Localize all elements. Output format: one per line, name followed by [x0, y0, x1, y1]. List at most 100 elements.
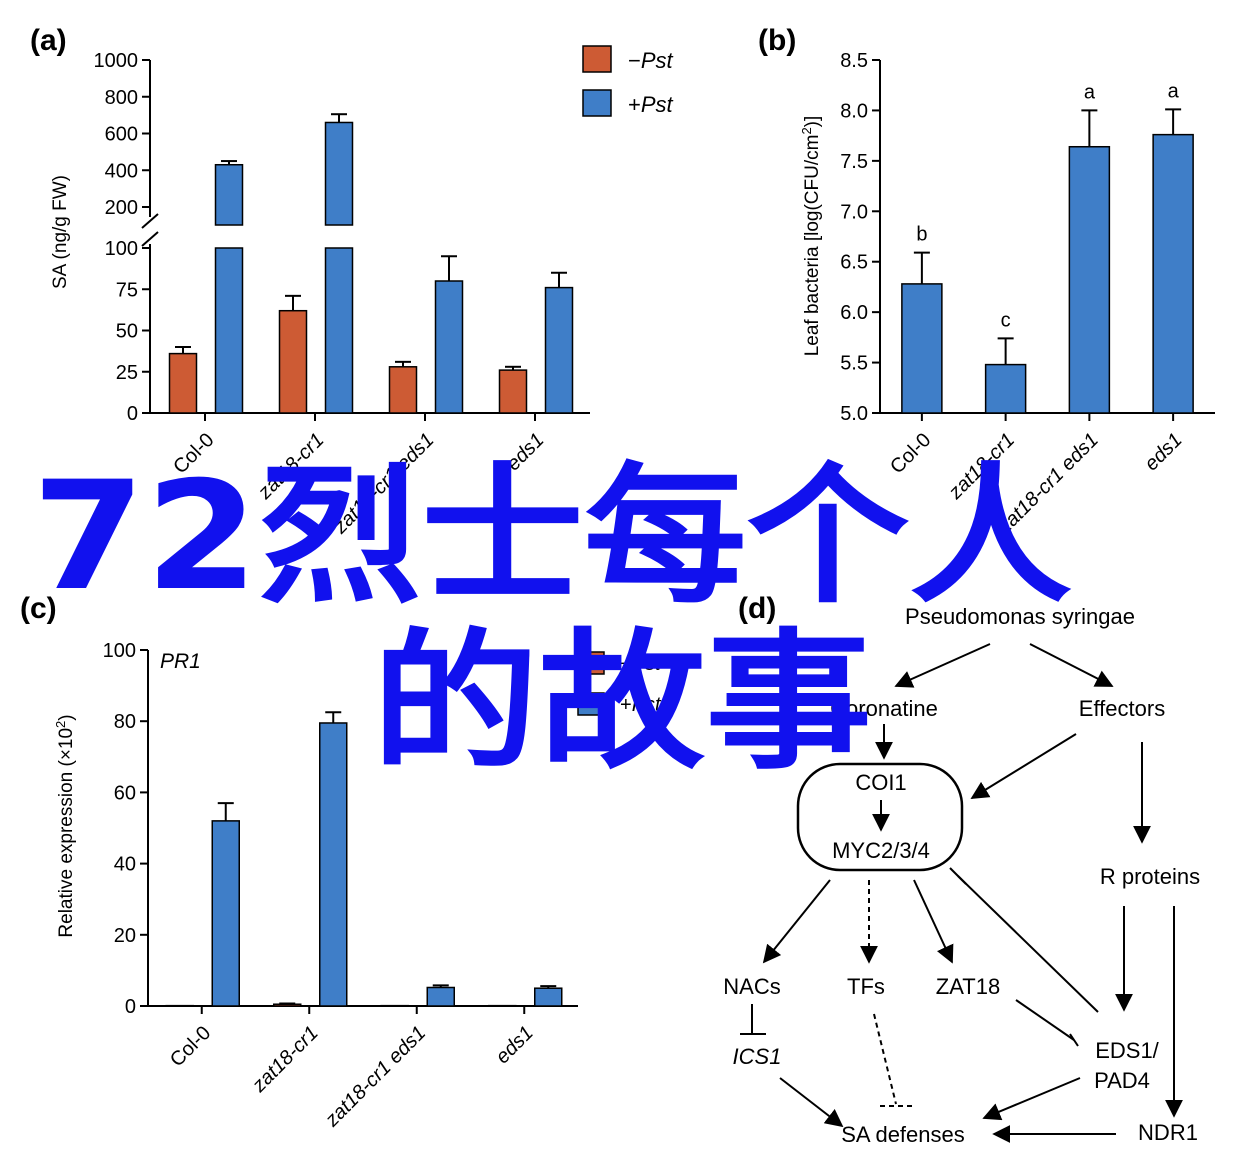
- edge-pst-coronatine: [894, 643, 991, 688]
- a-ytick-label: 400: [105, 160, 138, 182]
- panel-c-bars: [165, 711, 563, 1007]
- bar-c-minus: [165, 1004, 194, 1007]
- bar-b: [1152, 133, 1194, 414]
- b-letter: c: [1001, 309, 1011, 331]
- bar-a-plus: [434, 280, 464, 414]
- svg-text:−Pst: −Pst: [628, 48, 674, 73]
- legend-c-minus-pst: Pst: [632, 653, 662, 675]
- bar-c-minus: [380, 1004, 409, 1007]
- legend-c-plus-pst: Pst: [632, 694, 662, 716]
- a-ytick-label: 1000: [94, 50, 139, 72]
- bar-a-minus: [498, 369, 528, 414]
- c-xtick-label: zat18-cr1 eds1: [320, 1022, 430, 1132]
- c-ytick-label: 0: [125, 996, 136, 1018]
- a-ytick-label: 200: [105, 197, 138, 219]
- overlay-line-1: 72烈士每个人: [32, 450, 1072, 624]
- c-xtick-label: Col-0: [166, 1022, 215, 1071]
- legend-c-plus-sign: +: [620, 694, 632, 716]
- overlay-caption: 72烈士每个人 的故事: [32, 450, 1072, 790]
- a-ytick-label: 50: [116, 321, 138, 343]
- panel-c-legend: −Pst +Pst: [577, 651, 662, 716]
- c-ytick-label: 40: [114, 854, 136, 876]
- node-coi1: COI1: [855, 770, 906, 795]
- node-zat18: ZAT18: [936, 974, 1000, 999]
- svg-text:+Pst: +Pst: [620, 694, 662, 716]
- node-nacs: NACs: [723, 974, 780, 999]
- svg-text:−Pst: −Pst: [620, 653, 662, 675]
- bar-a-minus: [388, 366, 418, 414]
- panel-a-label: (a): [30, 24, 67, 57]
- bar-a-plus-upper: [214, 163, 244, 226]
- a-ytick-label: 800: [105, 87, 138, 109]
- bar-a-plus: [544, 286, 574, 414]
- panel-b-label: (b): [758, 24, 796, 57]
- node-tfs: TFs: [847, 974, 885, 999]
- b-letter: a: [1084, 81, 1096, 103]
- c-ytick-label: 100: [103, 640, 136, 662]
- c-ytick-label: 80: [114, 711, 136, 733]
- legend-plus-sign: +: [628, 92, 641, 117]
- bar-b: [901, 283, 943, 414]
- legend-c-swatch-plus: [577, 692, 605, 716]
- edge-myc-nacs: [762, 879, 831, 964]
- b-ytick-label: 6.0: [840, 302, 868, 324]
- panel-c-ylabel: Relative expression (×102): [53, 714, 77, 937]
- b-ytick-label: 6.5: [840, 252, 868, 274]
- bar-b: [984, 363, 1027, 414]
- legend-swatch-minus: [582, 45, 612, 73]
- panel-b-bars: b c a a: [901, 80, 1194, 414]
- panel-a-legend: −Pst +Pst: [582, 45, 674, 117]
- bar-c-plus: [426, 986, 455, 1007]
- bar-c-plus: [319, 722, 348, 1007]
- b-ytick-label: 5.0: [840, 403, 868, 425]
- c-xtick-label: eds1: [492, 1022, 538, 1068]
- node-pad4: PAD4: [1094, 1068, 1150, 1093]
- b-ytick-label: 7.0: [840, 201, 868, 223]
- node-coronatine: Coronatine: [830, 696, 938, 721]
- legend-c-swatch-minus: [577, 651, 605, 675]
- c-xtick-label: zat18-cr1: [248, 1022, 323, 1097]
- legend-c-minus-sign: −: [620, 653, 632, 675]
- panel-c-title: PR1: [160, 650, 201, 673]
- edge-myc-zat18: [913, 879, 954, 964]
- coi1-myc-box: [796, 762, 964, 872]
- node-sa-defenses: SA defenses: [841, 1122, 965, 1147]
- node-effectors: Effectors: [1079, 696, 1165, 721]
- legend-plus-pst: Pst: [641, 92, 674, 117]
- node-myc: MYC2/3/4: [832, 838, 930, 863]
- a-ytick-label: 600: [105, 124, 138, 146]
- legend-minus-sign: −: [628, 48, 641, 73]
- b-letter: b: [916, 224, 927, 246]
- c-ytick-label: 60: [114, 782, 136, 804]
- a-break-mark: [141, 231, 159, 247]
- bar-a-plus-lower: [214, 247, 244, 414]
- edge-pst-effectors: [1029, 643, 1114, 687]
- a-ytick-label: 0: [127, 403, 138, 425]
- edge-eds1-sa: [982, 1077, 1081, 1121]
- bar-b: [1068, 145, 1111, 414]
- node-ndr1: NDR1: [1138, 1120, 1198, 1145]
- c-ytick-label: 20: [114, 925, 136, 947]
- edge-tfs-inhibits-sa: [873, 1013, 897, 1105]
- panel-d-label: (d): [738, 592, 776, 625]
- a-ytick-label: 25: [116, 362, 138, 384]
- panel-d-diagram: (d) Pseudomonas syringae Coronatine Effe…: [723, 592, 1200, 1147]
- b-ytick-label: 7.5: [840, 151, 868, 173]
- b-ytick-label: 5.5: [840, 353, 868, 375]
- edge-eds1-inhibits-myc: [957, 875, 1099, 1013]
- node-pseudomonas: Pseudomonas syringae: [905, 604, 1135, 629]
- bar-a-minus: [168, 352, 198, 414]
- svg-text:+Pst: +Pst: [628, 92, 674, 117]
- legend-swatch-plus: [582, 89, 612, 117]
- panel-c-label: (c): [20, 592, 57, 625]
- bar-a-plus-lower: [324, 247, 354, 414]
- node-r-proteins: R proteins: [1100, 864, 1200, 889]
- bar-a-minus: [278, 309, 308, 414]
- a-ytick-label: 100: [105, 238, 138, 260]
- edge-effectors-coi1: [970, 733, 1077, 799]
- edge-zat18-inhibits-eds1: [1015, 999, 1075, 1041]
- overlay-line-2: 的故事: [372, 616, 872, 790]
- a-ytick-label: 75: [116, 279, 138, 301]
- panel-a-bars: [168, 113, 574, 414]
